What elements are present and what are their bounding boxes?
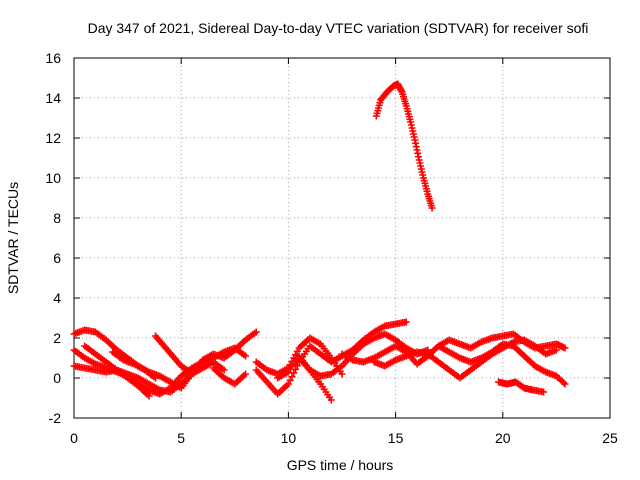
x-tick-label: 15 [388,430,404,446]
data-point [560,379,568,387]
x-tick-label: 0 [70,430,78,446]
data-point [242,352,250,360]
data-point [327,396,335,404]
x-tick-label: 25 [602,430,618,446]
data-points [70,80,569,404]
data-point [284,380,292,388]
data-point [540,388,548,396]
y-tick-labels: -2 0 2 4 6 8 10 12 14 16 [45,50,61,426]
data-point [288,373,296,381]
series-arc-15 [495,378,548,396]
data-point [184,367,192,375]
data-point [402,318,410,326]
data-point [242,370,250,378]
series-arc-5 [109,348,159,382]
data-point [561,380,569,388]
x-tick-labels: 0 5 10 15 20 25 [70,430,618,446]
data-point [151,374,159,382]
series-arc-16 [372,80,436,212]
x-tick-label: 10 [281,430,297,446]
series-arc-14 [434,340,569,388]
series-arc-6 [151,332,194,376]
series-arc-7 [209,364,250,388]
y-tick-label: 10 [45,170,61,186]
data-point [338,370,346,378]
chart-title: Day 347 of 2021, Sidereal Day-to-day VTE… [88,20,589,36]
series-arc-12 [338,330,569,368]
series-arc-11 [295,330,432,380]
x-axis-label: GPS time / hours [287,457,394,473]
y-tick-label: 14 [45,90,61,106]
y-axis-label: SDTVAR / TECUs [5,182,21,294]
y-tick-label: 2 [53,330,61,346]
data-point [252,328,260,336]
y-tick-label: 16 [45,50,61,66]
y-tick-label: 8 [53,210,61,226]
data-point [293,362,301,370]
x-tick-label: 5 [177,430,185,446]
data-point [561,344,569,352]
tick-marks [73,57,611,419]
data-point [220,366,228,374]
y-tick-label: 6 [53,250,61,266]
series-arc-4 [81,342,153,400]
x-tick-label: 20 [495,430,511,446]
data-point [428,204,436,212]
data-point [145,392,153,400]
grid-lines [74,58,610,418]
data-point [290,369,298,377]
y-tick-label: 4 [53,290,61,306]
y-tick-label: 0 [53,370,61,386]
data-point [286,376,294,384]
plot-frame [73,57,611,419]
y-tick-label: 12 [45,130,61,146]
data-point [186,368,194,376]
data-point [552,346,560,354]
y-tick-label: -2 [49,410,62,426]
